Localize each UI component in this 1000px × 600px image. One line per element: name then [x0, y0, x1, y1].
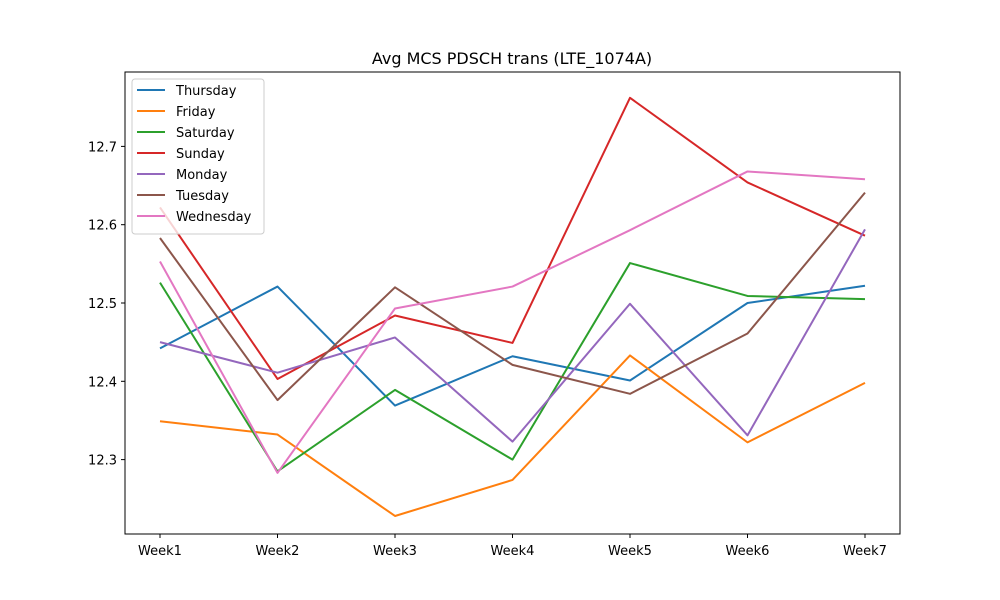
chart-title: Avg MCS PDSCH trans (LTE_1074A): [372, 49, 652, 69]
y-tick-label: 12.3: [88, 454, 117, 469]
series-line-thursday: [159, 284, 866, 407]
legend-label: Saturday: [176, 126, 235, 141]
y-tick-label: 12.5: [88, 297, 117, 312]
x-tick-label: Week6: [726, 544, 770, 559]
legend-label: Friday: [176, 105, 216, 120]
x-tick-label: Week5: [608, 544, 652, 559]
y-axis: 12.3 12.4 12.5 12.6 12.7: [88, 140, 125, 469]
legend-label: Sunday: [176, 147, 225, 162]
series-line-tuesday: [159, 191, 866, 402]
x-tick-label: Week3: [373, 544, 417, 559]
series-line-sunday: [159, 96, 866, 380]
legend-label: Tuesday: [175, 189, 229, 204]
legend-label: Monday: [176, 168, 228, 183]
x-tick-label: Week2: [256, 544, 300, 559]
y-tick-label: 12.6: [88, 219, 117, 234]
x-tick-label: Week7: [843, 544, 887, 559]
legend: Thursday Friday Saturday Sunday Monday Tuesda…: [131, 78, 265, 235]
y-tick-label: 12.7: [88, 140, 117, 155]
x-tick-label: Week1: [138, 544, 182, 559]
plot-area: [159, 96, 866, 517]
legend-label: Wednesday: [176, 210, 252, 225]
x-axis: Week1 Week2 Week3 Week4 Week5 Week6 Week7: [138, 534, 887, 559]
series-line-friday: [159, 354, 866, 517]
series-line-wednesday: [159, 170, 866, 474]
x-tick-label: Week4: [491, 544, 535, 559]
y-tick-label: 12.4: [88, 375, 117, 390]
legend-label: Thursday: [175, 84, 237, 99]
series-line-monday: [159, 228, 866, 443]
